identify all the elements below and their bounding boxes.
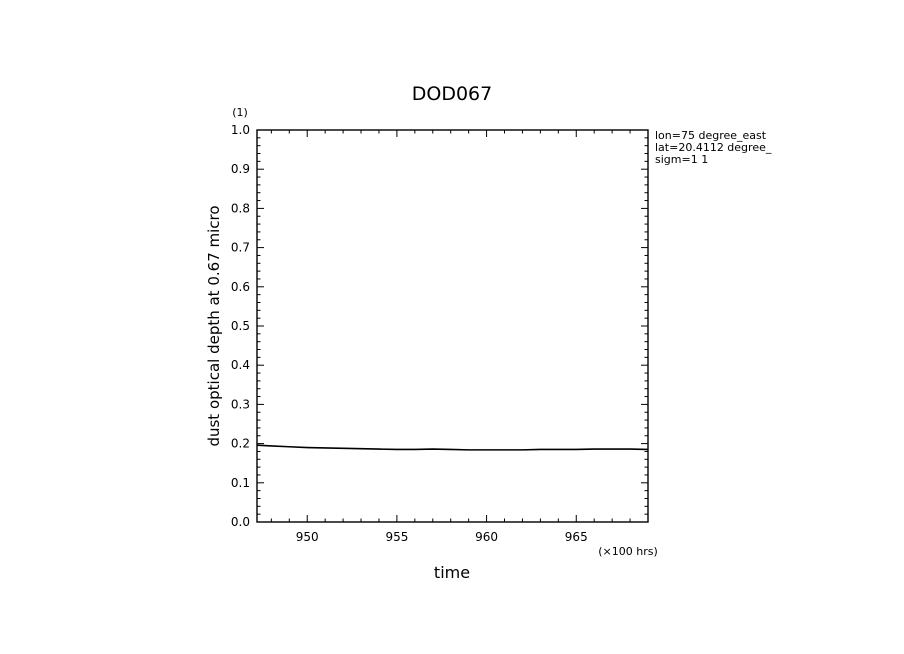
y-tick-label: 0.7 xyxy=(231,241,250,255)
y-unit-label: (1) xyxy=(232,106,248,119)
y-tick-label: 0.9 xyxy=(231,162,250,176)
y-axis-label: dust optical depth at 0.67 micro xyxy=(205,205,223,446)
annotation-text: lon=75 degree_east xyxy=(655,129,767,142)
x-axis-label: time xyxy=(434,563,470,582)
x-tick-label: 955 xyxy=(385,530,408,544)
y-tick-label: 0.3 xyxy=(231,397,250,411)
axis-ticks xyxy=(257,129,649,523)
y-tick-label: 1.0 xyxy=(231,123,250,137)
y-tick-label: 0.6 xyxy=(231,280,250,294)
plot-frame xyxy=(256,129,649,523)
series-line xyxy=(256,444,649,451)
y-tick-label: 0.4 xyxy=(231,358,250,372)
x-unit-label: (×100 hrs) xyxy=(598,545,658,558)
y-tick-label: 0.0 xyxy=(231,515,250,529)
y-tick-label: 0.8 xyxy=(231,201,250,215)
y-tick-label: 0.2 xyxy=(231,437,250,451)
x-tick-labels: 950 955 960 965 xyxy=(296,530,588,544)
x-tick-label: 960 xyxy=(475,530,498,544)
y-tick-label: 0.5 xyxy=(231,319,250,333)
annotation-text: sigm=1 1 xyxy=(655,153,708,166)
x-tick-label: 965 xyxy=(565,530,588,544)
y-tick-label: 0.1 xyxy=(231,476,250,490)
annotation-text: lat=20.4112 degree_ xyxy=(655,141,772,154)
chart-title: DOD067 xyxy=(412,83,492,105)
x-tick-label: 950 xyxy=(296,530,319,544)
y-tick-labels: 0.0 0.1 0.2 0.3 0.4 0.5 0.6 0.7 0.8 0.9 1.0 xyxy=(231,123,250,529)
